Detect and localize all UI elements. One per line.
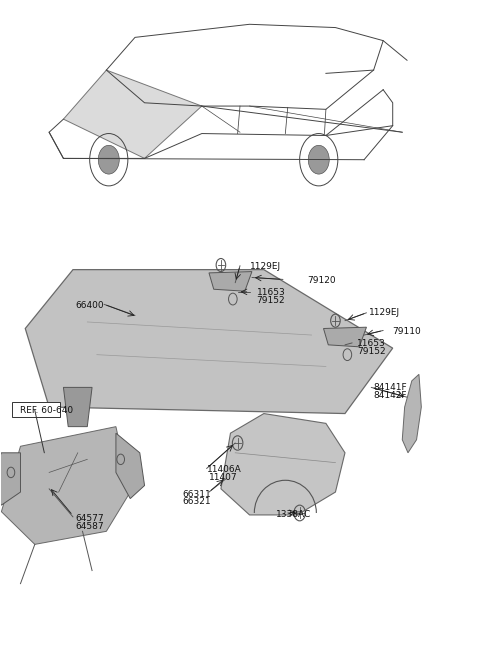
Polygon shape (1, 426, 130, 545)
Polygon shape (63, 70, 202, 158)
Text: 84141F: 84141F (373, 383, 407, 392)
Polygon shape (221, 413, 345, 515)
Text: 79120: 79120 (307, 276, 336, 285)
Text: 11653: 11653 (257, 288, 286, 297)
Text: 79152: 79152 (257, 296, 285, 305)
Circle shape (308, 145, 329, 174)
Polygon shape (63, 388, 92, 426)
Text: 1129EJ: 1129EJ (250, 262, 281, 271)
Text: 1129EJ: 1129EJ (369, 307, 400, 317)
Text: 64587: 64587 (75, 522, 104, 531)
Polygon shape (25, 269, 393, 413)
Polygon shape (324, 327, 366, 347)
Text: 79152: 79152 (357, 347, 385, 356)
Polygon shape (0, 453, 21, 505)
Polygon shape (116, 433, 144, 499)
Polygon shape (209, 271, 252, 291)
Text: 66400: 66400 (75, 301, 104, 310)
Text: 1338AC: 1338AC (276, 510, 311, 520)
FancyBboxPatch shape (12, 403, 60, 417)
Text: 11406A: 11406A (206, 464, 241, 474)
Text: 79110: 79110 (393, 327, 421, 336)
Text: 11653: 11653 (357, 339, 385, 348)
Polygon shape (402, 374, 421, 453)
Text: 11407: 11407 (209, 472, 238, 482)
Text: 84142F: 84142F (373, 391, 407, 399)
Text: 66321: 66321 (183, 497, 211, 507)
Text: REF. 60-640: REF. 60-640 (21, 406, 73, 415)
Circle shape (98, 145, 119, 174)
Text: 64577: 64577 (75, 514, 104, 523)
Text: 66311: 66311 (183, 489, 212, 499)
